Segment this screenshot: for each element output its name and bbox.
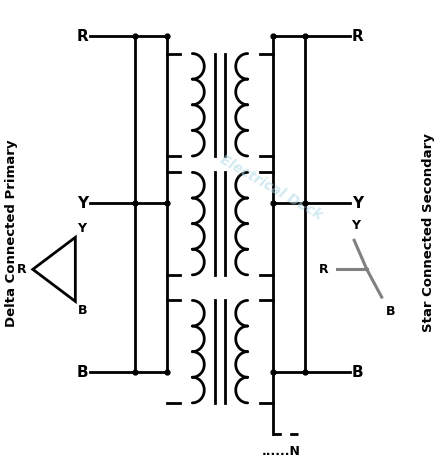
Text: Y: Y	[77, 196, 88, 211]
Text: Electrical Deck: Electrical Deck	[217, 152, 325, 222]
Text: B: B	[386, 305, 396, 318]
Text: R: R	[352, 29, 363, 44]
Text: ......N: ......N	[262, 445, 301, 459]
Text: Y: Y	[351, 219, 359, 232]
Text: B: B	[77, 304, 87, 317]
Text: B: B	[77, 365, 88, 380]
Text: Y: Y	[352, 196, 363, 211]
Text: R: R	[17, 263, 26, 276]
Text: Star Connected Secondary: Star Connected Secondary	[422, 133, 435, 332]
Text: B: B	[352, 365, 363, 380]
Text: Y: Y	[77, 222, 87, 235]
Text: R: R	[319, 263, 329, 276]
Text: Delta Connected Primary: Delta Connected Primary	[5, 139, 18, 327]
Text: R: R	[77, 29, 88, 44]
